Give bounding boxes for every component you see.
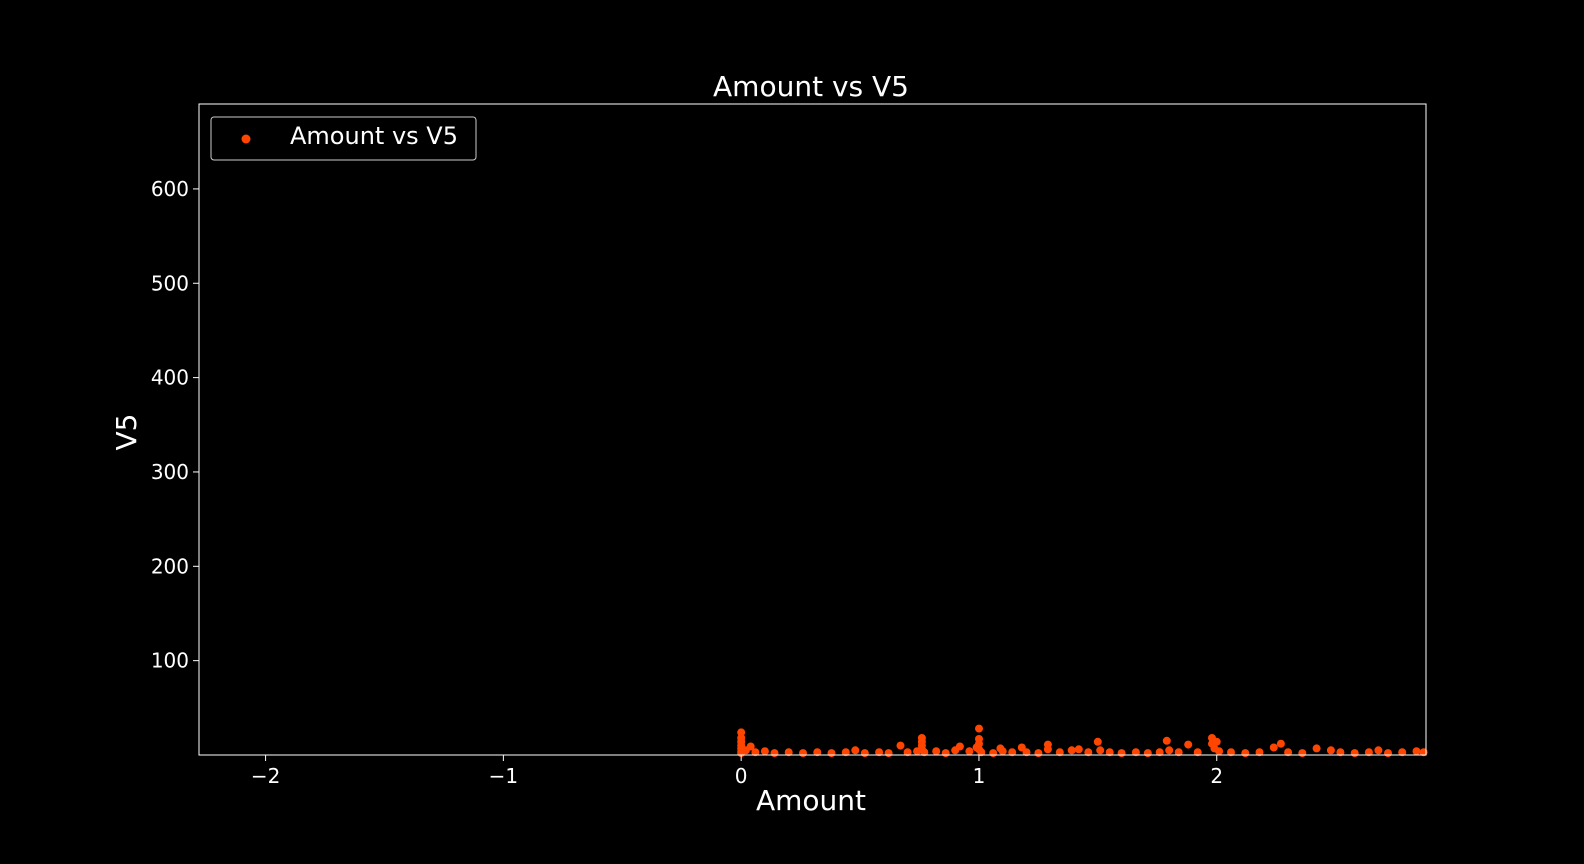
x-tick-label: −1 — [489, 764, 518, 788]
x-tick-label: 2 — [1210, 764, 1223, 788]
data-point — [1350, 749, 1359, 758]
data-point — [1336, 748, 1345, 757]
data-point — [975, 739, 983, 748]
data-point — [932, 747, 941, 756]
data-point — [1084, 748, 1093, 757]
data-point — [1093, 737, 1102, 746]
data-point — [903, 748, 912, 757]
data-point — [896, 741, 905, 750]
legend: Amount vs V5 — [210, 116, 477, 161]
y-axis-ticks: 100 200 300 400 500 600 — [151, 177, 199, 673]
data-point — [1364, 748, 1373, 757]
data-point — [1384, 749, 1392, 758]
data-point — [1043, 745, 1052, 754]
x-tick-label: 0 — [735, 764, 748, 788]
data-point — [1298, 749, 1307, 758]
data-point — [1255, 748, 1264, 757]
data-point — [1022, 748, 1031, 757]
data-point — [1074, 745, 1083, 754]
y-tick-label: 200 — [151, 554, 189, 578]
data-point — [1008, 748, 1017, 757]
data-point — [1269, 743, 1278, 752]
data-point — [1312, 744, 1321, 753]
data-point — [1184, 740, 1193, 749]
data-point — [751, 748, 760, 757]
data-point — [989, 749, 998, 758]
data-point — [1055, 748, 1064, 757]
legend-label: Amount vs V5 — [290, 122, 458, 150]
data-point — [1067, 746, 1076, 755]
y-tick-label: 300 — [151, 460, 189, 484]
x-tick-label: 1 — [973, 764, 986, 788]
data-point — [827, 749, 836, 758]
data-point — [1374, 746, 1383, 755]
data-point — [884, 749, 893, 758]
data-point — [860, 749, 869, 758]
data-point — [1193, 748, 1202, 757]
data-point — [1162, 736, 1171, 745]
data-point — [1276, 739, 1285, 748]
data-point — [737, 728, 746, 737]
data-point — [1165, 746, 1174, 755]
data-point — [1326, 746, 1335, 755]
data-point — [1034, 749, 1043, 758]
x-axis-ticks: −2 −1 0 1 2 — [251, 755, 1223, 788]
data-point — [1284, 748, 1293, 757]
data-point — [1105, 748, 1114, 757]
plot-area-frame — [198, 103, 1427, 756]
data-point — [1212, 737, 1221, 746]
data-point — [784, 748, 793, 757]
data-point — [1412, 747, 1421, 756]
data-point — [851, 746, 860, 755]
data-point — [941, 749, 950, 758]
x-axis-label: Amount — [756, 784, 866, 817]
data-point — [965, 747, 974, 756]
y-axis-label: V5 — [110, 414, 143, 451]
data-point — [1215, 747, 1224, 756]
data-point — [841, 748, 850, 757]
data-point — [1143, 749, 1152, 758]
data-point — [1227, 748, 1235, 757]
x-tick-label: −2 — [251, 764, 280, 788]
data-point — [1241, 749, 1250, 758]
data-point — [1174, 748, 1183, 757]
y-tick-label: 600 — [151, 177, 189, 201]
legend-box — [210, 116, 477, 161]
data-point — [975, 724, 983, 733]
data-point — [813, 748, 822, 757]
data-point — [875, 748, 884, 757]
data-point — [1131, 748, 1140, 757]
y-tick-label: 400 — [151, 366, 189, 390]
data-point — [977, 748, 986, 757]
data-point — [1096, 746, 1105, 755]
data-point — [920, 748, 929, 757]
data-point — [955, 742, 964, 751]
data-point — [1117, 749, 1126, 758]
chart-title: Amount vs V5 — [713, 70, 909, 103]
data-point — [746, 742, 755, 751]
y-tick-label: 500 — [151, 271, 189, 295]
data-point — [799, 749, 807, 758]
y-tick-label: 100 — [151, 649, 189, 673]
data-point — [1398, 748, 1407, 757]
data-point — [760, 747, 769, 756]
legend-marker-icon — [241, 134, 251, 144]
data-point — [770, 749, 779, 758]
data-point — [998, 747, 1007, 756]
data-point — [1155, 748, 1164, 757]
